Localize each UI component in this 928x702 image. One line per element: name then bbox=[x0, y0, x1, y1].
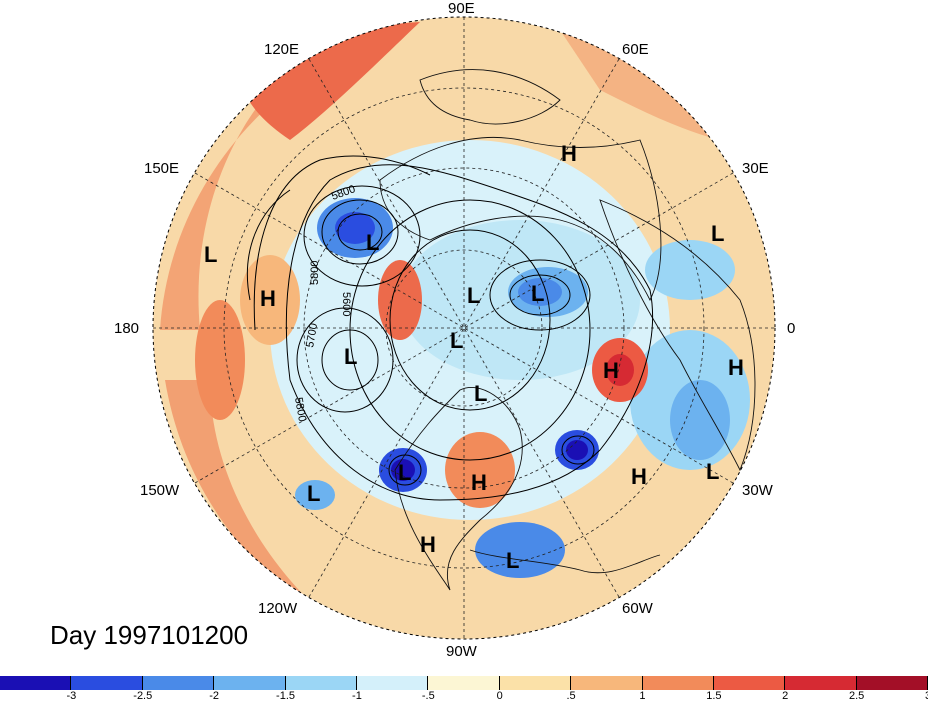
coastlines bbox=[379, 69, 756, 591]
lon-label-90e: 90E bbox=[448, 0, 475, 17]
colorbar-tick-label: 1.5 bbox=[706, 690, 722, 702]
pressure-center-label: H bbox=[603, 358, 619, 383]
pressure-center-label: L bbox=[398, 460, 411, 485]
colorbar-segment bbox=[642, 676, 714, 690]
colorbar-segment bbox=[142, 676, 215, 690]
colorbar bbox=[0, 676, 928, 690]
pressure-center-label: L bbox=[307, 481, 320, 506]
colorbar-tick-label: 3 bbox=[925, 690, 928, 702]
pressure-center-label: L bbox=[344, 344, 357, 369]
pressure-center-label: L bbox=[706, 459, 719, 484]
map-title: Day 1997101200 bbox=[50, 620, 249, 650]
lon-label-180: 180 bbox=[114, 320, 140, 337]
lon-label-30e: 30E bbox=[742, 160, 769, 177]
contour-label: 5600 bbox=[340, 292, 352, 316]
colorbar-tick-label: -.5 bbox=[421, 690, 435, 702]
pressure-center-label: H bbox=[631, 464, 647, 489]
colorbar-segment bbox=[785, 676, 857, 690]
colorbar-segment bbox=[285, 676, 357, 690]
colorbar-segment bbox=[71, 676, 143, 690]
pressure-center-label: L bbox=[506, 548, 519, 573]
colorbar-tick-label: 0 bbox=[496, 690, 503, 702]
lon-label-120w: 120W bbox=[258, 600, 298, 617]
pressure-center-label: L bbox=[531, 281, 544, 306]
lon-label-150w: 150W bbox=[140, 482, 180, 499]
pressure-center-label: H bbox=[728, 355, 744, 380]
lon-label-120e: 120E bbox=[264, 41, 300, 58]
anomaly-shading bbox=[153, 17, 775, 639]
pressure-center-label: H bbox=[260, 286, 276, 311]
lon-label-90w: 90W bbox=[446, 643, 477, 660]
map-boundary bbox=[152, 16, 776, 640]
lon-label-0: 0 bbox=[787, 320, 796, 337]
pressure-center-label: L bbox=[711, 221, 724, 246]
pressure-center-label: H bbox=[420, 532, 436, 557]
pressure-center-label: L bbox=[204, 242, 217, 267]
pressure-center-label: H bbox=[561, 141, 577, 166]
pressure-center-label: H bbox=[471, 470, 487, 495]
pressure-center-label: L bbox=[450, 328, 463, 353]
lon-label-150e: 150E bbox=[144, 160, 180, 177]
lon-label-60e: 60E bbox=[622, 41, 649, 58]
colorbar-tick-label: -1 bbox=[352, 690, 362, 702]
colorbar-segment bbox=[356, 676, 429, 690]
pressure-center-label: L bbox=[366, 230, 379, 255]
lon-label-30w: 30W bbox=[742, 482, 773, 499]
pressure-centers: H L L L L H L L L L H H L H L H L H L bbox=[204, 141, 744, 573]
contour-label: 5800 bbox=[309, 261, 321, 285]
colorbar-tick-label: 2.5 bbox=[848, 690, 865, 702]
colorbar-segment bbox=[856, 676, 928, 690]
lon-label-60w: 60W bbox=[622, 600, 653, 617]
colorbar-tick-label: 2 bbox=[782, 690, 789, 702]
graticule bbox=[153, 17, 775, 639]
pressure-center-label: L bbox=[474, 381, 487, 406]
colorbar-segment bbox=[214, 676, 286, 690]
colorbar-tick-label: -1.5 bbox=[276, 690, 296, 702]
contour-label: 5700 bbox=[304, 322, 320, 348]
colorbar-segment bbox=[713, 676, 786, 690]
height-contours bbox=[246, 155, 653, 501]
colorbar-segment bbox=[571, 676, 643, 690]
colorbar-tick-label: -2.5 bbox=[133, 690, 153, 702]
colorbar-tick-label: -3 bbox=[66, 690, 77, 702]
contour-label: 5800 bbox=[292, 396, 308, 422]
colorbar-segment bbox=[0, 676, 72, 690]
colorbar-tick-label: 1 bbox=[639, 690, 646, 702]
colorbar-tick-label: -2 bbox=[209, 690, 220, 702]
colorbar-tick-label: .5 bbox=[566, 690, 576, 702]
pressure-center-label: L bbox=[467, 283, 480, 308]
colorbar-segment bbox=[428, 676, 500, 690]
colorbar-segment bbox=[499, 676, 572, 690]
